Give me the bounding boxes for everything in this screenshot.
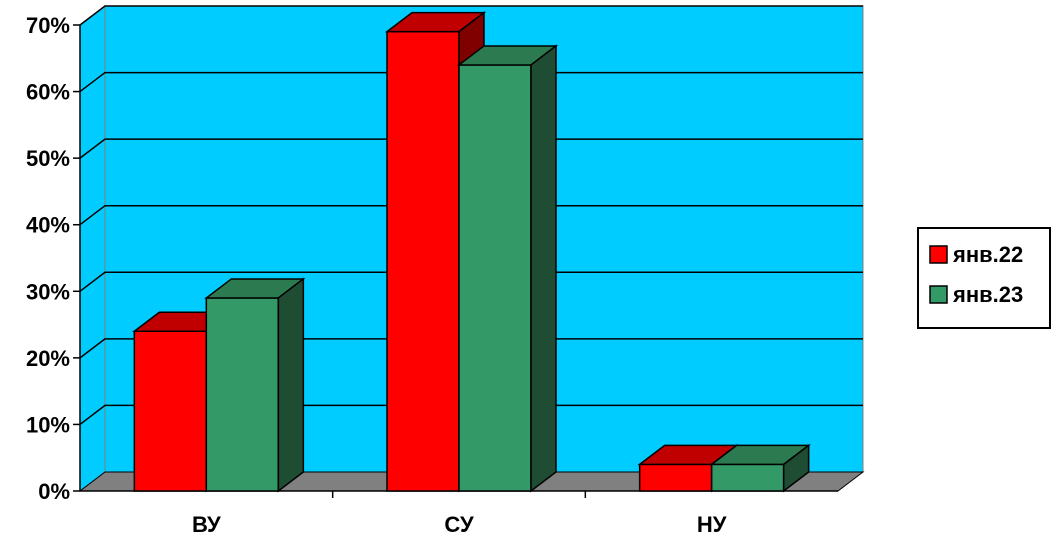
y-tick-label: 0% [38, 479, 70, 504]
legend-swatch [929, 285, 948, 304]
bar-front [458, 64, 532, 492]
x-category-label: ВУ [192, 512, 221, 537]
gridline [79, 271, 863, 292]
bar [204, 277, 306, 493]
legend-label: янв.22 [952, 242, 1023, 267]
bars [132, 11, 811, 493]
side-wall [79, 4, 106, 493]
bar [456, 44, 559, 493]
x-axis-categories: ВУ СУ НУ [192, 491, 727, 537]
bar-front [205, 297, 280, 492]
y-tick-label: 50% [26, 146, 70, 171]
gridline [79, 138, 863, 159]
y-tick-label: 20% [26, 346, 70, 371]
bar [709, 443, 811, 493]
legend-box [917, 227, 1051, 329]
gridline [79, 71, 863, 93]
bar-side [782, 443, 810, 493]
legend: янв.22 янв.23 [917, 227, 1051, 329]
gridline [79, 204, 863, 226]
legend-swatch [929, 245, 948, 264]
x-category-label: НУ [697, 512, 727, 537]
x-category-label: СУ [444, 512, 474, 537]
bar-front [710, 463, 785, 492]
y-tick-label: 30% [26, 279, 70, 304]
gridline [79, 404, 863, 426]
y-tick-label: 70% [26, 13, 70, 38]
y-tick-label: 60% [26, 80, 70, 105]
bar-front [133, 330, 208, 492]
bar-side [277, 277, 305, 493]
bar-front [386, 30, 460, 492]
y-tick-label: 40% [26, 213, 70, 238]
bar-side [530, 44, 557, 493]
bar-front [638, 463, 713, 492]
y-axis-ticks: 0% 10% 20% 30% 40% 50% 60% 70% [26, 13, 80, 504]
gridlines [79, 5, 863, 426]
legend-label: янв.23 [952, 282, 1023, 307]
gridline [79, 5, 863, 26]
y-tick-label: 10% [26, 412, 70, 437]
gridline [79, 338, 863, 359]
